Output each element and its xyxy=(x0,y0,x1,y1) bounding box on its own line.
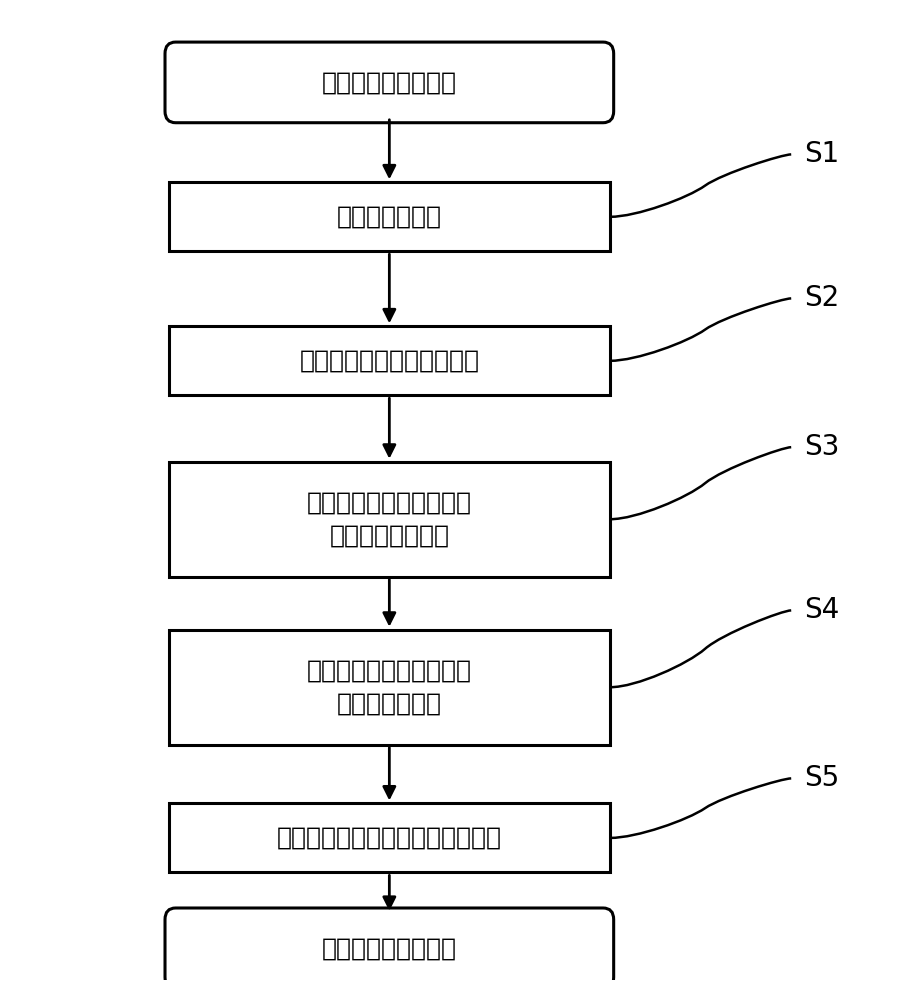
Bar xyxy=(168,462,609,577)
Text: 氮化铝模板制备结束: 氮化铝模板制备结束 xyxy=(322,936,457,960)
Text: S5: S5 xyxy=(803,764,839,792)
Text: 氮化铝模板制备开始: 氮化铝模板制备开始 xyxy=(322,70,457,94)
Text: S3: S3 xyxy=(803,433,839,461)
Text: 在硅衬底上生长初始缓冲层: 在硅衬底上生长初始缓冲层 xyxy=(299,349,479,373)
Bar xyxy=(168,182,609,251)
Bar xyxy=(168,630,609,745)
Text: S4: S4 xyxy=(803,596,839,624)
Text: 准备硅单晶衬底: 准备硅单晶衬底 xyxy=(336,205,441,229)
Text: S1: S1 xyxy=(803,140,839,168)
Bar xyxy=(168,803,609,872)
Text: 基于优化后的缓冲层生长氮化铝层: 基于优化后的缓冲层生长氮化铝层 xyxy=(277,826,501,850)
FancyBboxPatch shape xyxy=(165,42,613,123)
FancyBboxPatch shape xyxy=(165,908,613,989)
Text: S2: S2 xyxy=(803,284,839,312)
Text: 使用热处理技术提升初始
缓冲层结晶质量: 使用热处理技术提升初始 缓冲层结晶质量 xyxy=(307,658,471,716)
Bar xyxy=(168,326,609,395)
Text: 使用离子轰击技术改善初
始缓冲层表面质量: 使用离子轰击技术改善初 始缓冲层表面质量 xyxy=(307,490,471,548)
